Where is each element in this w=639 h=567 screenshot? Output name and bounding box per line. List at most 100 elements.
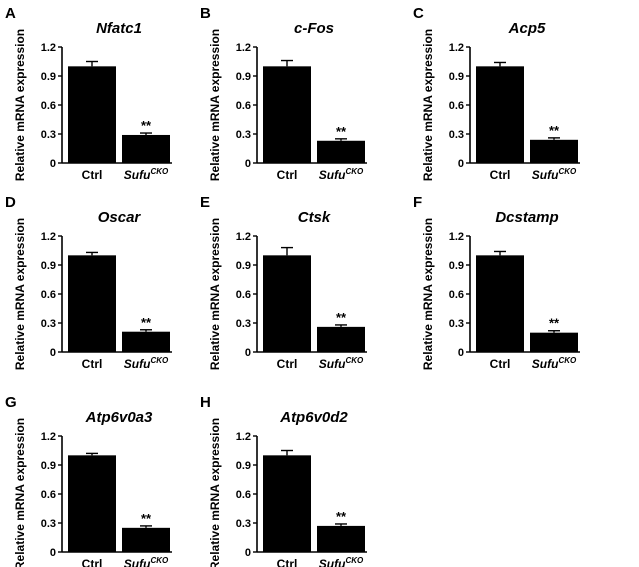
y-axis-label: Relative mRNA expression bbox=[13, 29, 27, 181]
y-tick-label: 0 bbox=[245, 158, 251, 170]
bar-ctrl bbox=[263, 255, 311, 352]
chart-title: Acp5 bbox=[508, 20, 546, 37]
significance-marker: ** bbox=[336, 310, 347, 325]
y-tick-label: 1.2 bbox=[41, 231, 56, 243]
x-category-label: SufuCKO bbox=[319, 556, 364, 567]
chart-title: c-Fos bbox=[294, 20, 334, 37]
y-tick-label: 0.9 bbox=[41, 71, 56, 83]
y-tick-label: 0.6 bbox=[236, 489, 251, 501]
chart-title: Oscar bbox=[98, 209, 142, 226]
panel-letter: B bbox=[200, 5, 211, 22]
y-axis-label: Relative mRNA expression bbox=[208, 218, 222, 370]
y-tick-label: 0 bbox=[50, 547, 56, 559]
y-tick-label: 1.2 bbox=[449, 231, 464, 243]
x-category-label: SufuCKO bbox=[124, 167, 169, 182]
y-tick-label: 0.6 bbox=[41, 489, 56, 501]
y-axis-label: Relative mRNA expression bbox=[13, 218, 27, 370]
y-tick-label: 0.6 bbox=[41, 289, 56, 301]
x-category-label: SufuCKO bbox=[319, 167, 364, 182]
chart-panel-a: A Nfatc1 Relative mRNA expression 0 0.3 0.6 0.… bbox=[5, 5, 172, 182]
significance-marker: ** bbox=[336, 124, 347, 139]
chart-panel-d: D Oscar Relative mRNA expression 0 0.3 0.6 0.9… bbox=[5, 194, 172, 371]
x-category-label: Ctrl bbox=[82, 357, 103, 371]
chart-title: Atp6v0a3 bbox=[85, 409, 153, 426]
x-category-label: SufuCKO bbox=[319, 356, 364, 371]
chart-panel-h: H Atp6v0d2 Relative mRNA expression 0 0.3 0.6… bbox=[200, 394, 367, 567]
y-tick-label: 0.6 bbox=[41, 100, 56, 112]
panel-letter: G bbox=[5, 394, 17, 411]
bar-ctrl bbox=[263, 66, 311, 163]
y-tick-label: 0.3 bbox=[236, 318, 251, 330]
y-axis-label: Relative mRNA expression bbox=[208, 29, 222, 181]
significance-marker: ** bbox=[549, 316, 560, 331]
y-axis-label: Relative mRNA expression bbox=[421, 29, 435, 181]
x-category-label: SufuCKO bbox=[532, 167, 577, 182]
y-tick-label: 0 bbox=[245, 547, 251, 559]
y-tick-label: 0.3 bbox=[449, 318, 464, 330]
y-tick-label: 0.9 bbox=[41, 260, 56, 272]
chart-panel-e: E Ctsk Relative mRNA expression 0 0.3 0.6 0.9 1… bbox=[200, 194, 367, 371]
x-category-label: SufuCKO bbox=[532, 356, 577, 371]
y-axis-label: Relative mRNA expression bbox=[13, 418, 27, 567]
y-tick-label: 1.2 bbox=[236, 42, 251, 54]
y-tick-label: 0.6 bbox=[236, 100, 251, 112]
chart-panel-b: Bc-Fos Relative mRNA expression 0 0.3 0.6 0.9… bbox=[200, 5, 367, 182]
bar-cko bbox=[122, 527, 170, 552]
y-tick-label: 0.9 bbox=[449, 71, 464, 83]
y-tick-label: 0.9 bbox=[236, 71, 251, 83]
y-tick-label: 0.3 bbox=[41, 318, 56, 330]
y-tick-label: 0 bbox=[245, 347, 251, 359]
bar-ctrl bbox=[68, 66, 116, 163]
y-tick-label: 0.6 bbox=[449, 100, 464, 112]
x-category-label: Ctrl bbox=[82, 557, 103, 567]
bar-ctrl bbox=[68, 455, 116, 552]
x-category-label: SufuCKO bbox=[124, 356, 169, 371]
bar-cko bbox=[122, 134, 170, 163]
bar-ctrl bbox=[476, 255, 524, 352]
y-tick-label: 0.3 bbox=[41, 518, 56, 530]
y-tick-label: 0.9 bbox=[41, 460, 56, 472]
y-tick-label: 0.3 bbox=[41, 129, 56, 141]
y-tick-label: 1.2 bbox=[41, 431, 56, 443]
bar-ctrl bbox=[68, 255, 116, 352]
y-tick-label: 1.2 bbox=[236, 231, 251, 243]
chart-panel-c: C Acp5 Relative mRNA expression 0 0.3 0.6 0.9 1… bbox=[413, 5, 580, 182]
y-tick-label: 0.3 bbox=[449, 129, 464, 141]
panel-letter: C bbox=[413, 5, 424, 22]
bar-ctrl bbox=[476, 66, 524, 163]
bar-ctrl bbox=[263, 455, 311, 552]
chart-panel-g: G Atp6v0a3 Relative mRNA expression 0 0.3 0.6… bbox=[5, 394, 172, 567]
y-tick-label: 0 bbox=[458, 158, 464, 170]
significance-marker: ** bbox=[141, 511, 152, 526]
chart-title: Ctsk bbox=[298, 209, 331, 226]
y-tick-label: 0.6 bbox=[449, 289, 464, 301]
significance-marker: ** bbox=[141, 315, 152, 330]
y-tick-label: 0.9 bbox=[449, 260, 464, 272]
y-tick-label: 0.9 bbox=[236, 460, 251, 472]
panel-letter: D bbox=[5, 194, 16, 211]
significance-marker: ** bbox=[549, 123, 560, 138]
y-tick-label: 0.9 bbox=[236, 260, 251, 272]
significance-marker: ** bbox=[336, 509, 347, 524]
panel-letter: A bbox=[5, 5, 16, 22]
chart-panel-f: F Dcstamp Relative mRNA expression 0 0.3 0.6 0… bbox=[413, 194, 580, 371]
bar-cko bbox=[530, 332, 578, 352]
panel-letter: F bbox=[413, 194, 422, 211]
chart-title: Atp6v0d2 bbox=[279, 409, 348, 426]
bar-cko bbox=[317, 140, 365, 163]
y-axis-label: Relative mRNA expression bbox=[208, 418, 222, 567]
y-tick-label: 1.2 bbox=[41, 42, 56, 54]
x-category-label: Ctrl bbox=[82, 168, 103, 182]
y-tick-label: 1.2 bbox=[236, 431, 251, 443]
y-tick-label: 0 bbox=[50, 158, 56, 170]
panel-letter: H bbox=[200, 394, 211, 411]
y-tick-label: 0 bbox=[458, 347, 464, 359]
bar-cko bbox=[317, 525, 365, 552]
y-tick-label: 0 bbox=[50, 347, 56, 359]
y-tick-label: 0.3 bbox=[236, 129, 251, 141]
y-tick-label: 0.3 bbox=[236, 518, 251, 530]
y-axis-label: Relative mRNA expression bbox=[421, 218, 435, 370]
y-tick-label: 0.6 bbox=[236, 289, 251, 301]
x-category-label: Ctrl bbox=[277, 168, 298, 182]
